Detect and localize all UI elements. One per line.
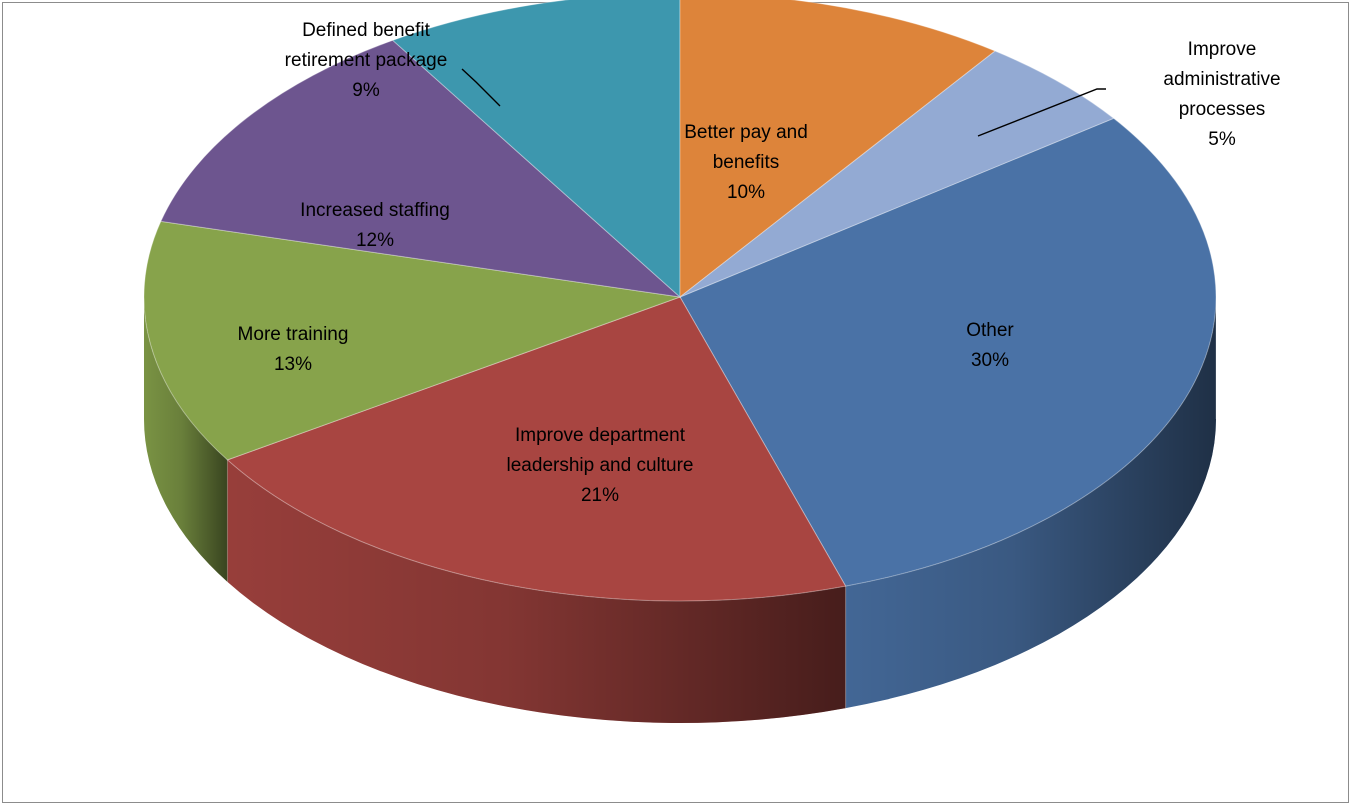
slice-more-training	[143, 220, 681, 461]
data-label-category: Defined benefit	[302, 20, 431, 41]
leader-lines	[461, 68, 1106, 137]
data-label-category: More training	[238, 324, 349, 345]
data-labels: Other 30% Improve department leadership and…	[238, 20, 1281, 506]
data-label-category: Improve department	[515, 425, 686, 446]
slice-side-shade	[845, 297, 1216, 709]
data-label-category: benefits	[713, 152, 780, 173]
data-label-percent: 12%	[356, 230, 394, 251]
data-label-category: administrative	[1163, 69, 1280, 90]
slice-side-shade	[227, 459, 846, 723]
data-label: Better pay and benefits 10%	[684, 122, 808, 203]
pie-slices	[143, 0, 1217, 602]
data-label: Improve administrative processes 5%	[1163, 39, 1280, 150]
data-label-category: Better pay and	[684, 122, 808, 143]
pie-side-walls	[144, 297, 1217, 723]
leader-line	[461, 68, 501, 107]
data-label-category: leadership and culture	[507, 455, 694, 476]
data-label-category: retirement package	[285, 50, 448, 71]
slice-better-pay-and-benefits	[679, 0, 997, 299]
data-label: More training 13%	[238, 324, 349, 375]
slice-improve-department-leadership-and-culture	[226, 296, 847, 602]
slice-other	[679, 117, 1217, 587]
data-label: Defined benefit retirement package 9%	[285, 20, 448, 101]
data-label-category: Improve	[1188, 39, 1257, 60]
slice-increased-staffing	[160, 39, 682, 298]
data-label: Other 30%	[966, 320, 1014, 371]
slice-improve-administrative-processes	[679, 50, 1115, 298]
data-label-category: Increased staffing	[300, 200, 450, 221]
data-label-category: Other	[966, 320, 1014, 341]
data-label-percent: 30%	[971, 350, 1009, 371]
data-label: Improve department leadership and culture…	[507, 425, 694, 506]
data-label-percent: 5%	[1208, 129, 1236, 150]
data-label-percent: 13%	[274, 354, 312, 375]
data-label-percent: 9%	[352, 80, 380, 101]
data-label: Increased staffing 12%	[300, 200, 450, 251]
slice-side-shade	[144, 297, 228, 582]
data-label-percent: 21%	[581, 485, 619, 506]
data-label-percent: 10%	[727, 182, 765, 203]
leader-line	[977, 88, 1106, 137]
slice-defined-benefit-retirement-package	[391, 0, 681, 299]
data-label-category: processes	[1179, 99, 1266, 120]
